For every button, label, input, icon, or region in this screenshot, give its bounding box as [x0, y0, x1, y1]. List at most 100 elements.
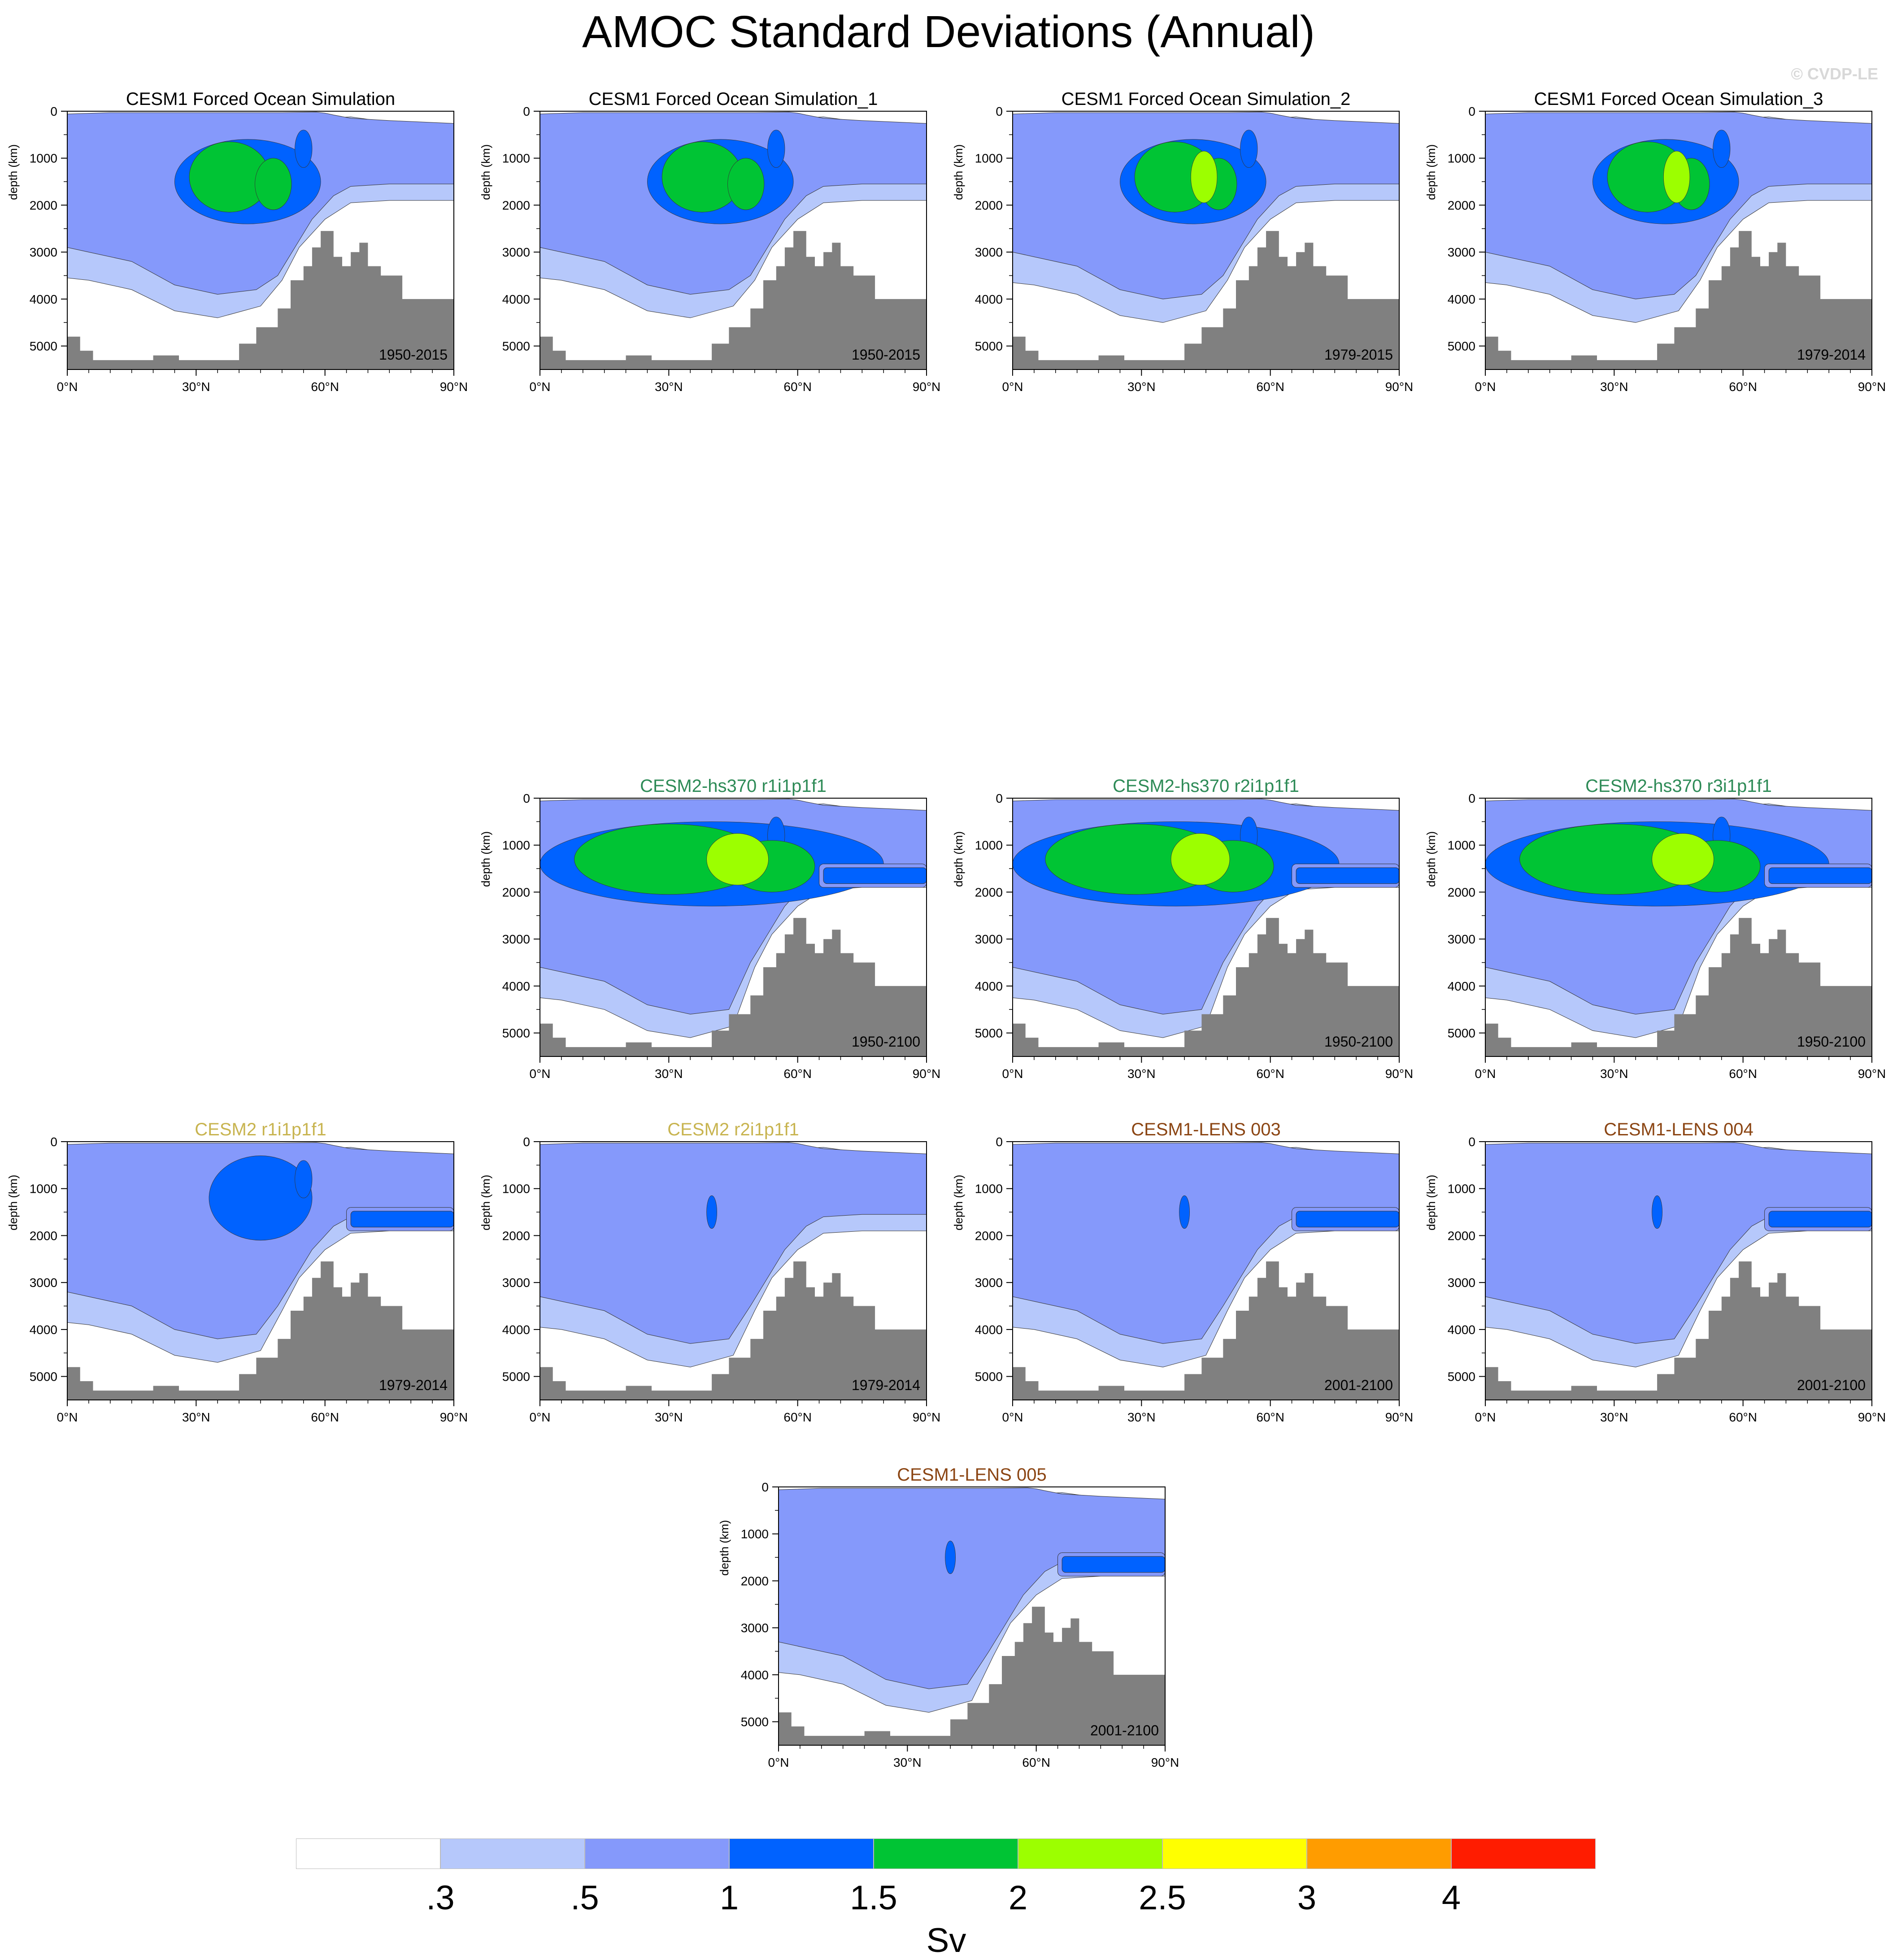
amoc-section-svg: 0 1000 2000 3000 4000 5000 0°N 30°N 60°N 90°N 1950… [502, 791, 941, 1081]
x-tick-label: 90°N [913, 380, 941, 394]
x-tick-label: 60°N [783, 1410, 812, 1424]
x-tick-label: 0°N [57, 380, 78, 394]
y-tick-label: 4000 [30, 1323, 57, 1337]
y-axis-label: depth (km) [6, 144, 20, 200]
x-tick-label: 60°N [1256, 1410, 1284, 1424]
y-axis-label: depth (km) [952, 144, 965, 200]
y-tick-label: 3000 [30, 1276, 57, 1290]
colorbar-box [1307, 1838, 1451, 1869]
y-tick-label: 0 [523, 1135, 530, 1149]
panel-title: CESM1-LENS 003 [1131, 1120, 1281, 1139]
x-tick-label: 90°N [913, 1410, 941, 1424]
amoc-section-svg: 0 1000 2000 3000 4000 5000 0°N 30°N 60°N 90°N 1950… [1448, 791, 1886, 1081]
x-tick-label: 30°N [182, 380, 210, 394]
panel-title: CESM2-hs370 r1i1p1f1 [640, 776, 827, 796]
x-tick-label: 60°N [311, 1410, 339, 1424]
section-plot: 0 1000 2000 3000 4000 5000 0°N 30°N 60°N 90°N 1950… [1448, 791, 1886, 1081]
x-tick-label: 90°N [1858, 1410, 1886, 1424]
contour-layer [1013, 1142, 1399, 1400]
y-tick-label: 3000 [1448, 1276, 1475, 1290]
panel-title: CESM2 r1i1p1f1 [195, 1120, 326, 1139]
bathymetry [540, 918, 927, 1056]
bathymetry [779, 1607, 1165, 1745]
section-plot: 0 1000 2000 3000 4000 5000 0°N 30°N 60°N 90°N 1950… [502, 104, 941, 394]
colorbar-box [1018, 1838, 1162, 1869]
contour-layer [67, 1142, 454, 1400]
colorbar-label: 1 [719, 1879, 739, 1917]
panel-cesm2-r2: CESM2 r2i1p1f1 depth (km) 0 1000 2000 3000 4… [473, 1118, 941, 1455]
colorbar-label: .3 [426, 1879, 455, 1917]
x-tick-label: 0°N [530, 1410, 551, 1424]
period-label: 1950-2015 [379, 347, 448, 363]
period-label: 1979-2014 [852, 1377, 920, 1393]
y-tick-label: 4000 [1448, 1323, 1475, 1337]
y-tick-label: 1000 [1448, 839, 1475, 852]
y-axis-label: depth (km) [1424, 1174, 1438, 1230]
amoc-section-svg: 0 1000 2000 3000 4000 5000 0°N 30°N 60°N 90°N 1950… [975, 791, 1414, 1081]
section-plot: 0 1000 2000 3000 4000 5000 0°N 30°N 60°N 90°N 1950… [502, 791, 941, 1081]
watermark: © CVDP-LE [1791, 65, 1878, 83]
y-tick-label: 1000 [30, 1182, 57, 1196]
section-plot: 0 1000 2000 3000 4000 5000 0°N 30°N 60°N 90°N 1979… [1448, 104, 1886, 394]
y-tick-label: 1000 [1448, 1182, 1475, 1196]
contour-level-2 [1190, 151, 1218, 203]
y-tick-label: 3000 [502, 245, 530, 259]
bathymetry [67, 231, 454, 369]
panel-title: CESM1 Forced Ocean Simulation_2 [1061, 89, 1351, 109]
contour-level-1 [1713, 130, 1731, 168]
period-label: 1950-2100 [1797, 1034, 1866, 1050]
y-axis-label: depth (km) [6, 1174, 20, 1230]
colorbar-box [296, 1838, 440, 1869]
y-tick-label: 3000 [975, 245, 1003, 259]
x-tick-label: 60°N [1256, 380, 1284, 394]
colorbar-box [440, 1838, 585, 1869]
x-tick-label: 0°N [530, 380, 551, 394]
y-tick-label: 5000 [502, 1026, 530, 1040]
panel-cesm1-forced-ocean: CESM1 Forced Ocean Simulation depth (km)… [0, 88, 468, 424]
y-tick-label: 1000 [30, 152, 57, 165]
contour-level-1 [1768, 1211, 1872, 1228]
x-tick-label: 30°N [1127, 1067, 1156, 1081]
contour-layer [1485, 1142, 1872, 1400]
panel-cesm2-hs370-r3: CESM2-hs370 r3i1p1f1 depth (km) 0 1000 200… [1418, 775, 1886, 1111]
contour-layer [1013, 112, 1399, 369]
y-tick-label: 3000 [502, 932, 530, 946]
contour-level-1 [1296, 867, 1399, 884]
y-tick-label: 1000 [975, 152, 1003, 165]
contour-level-1 [209, 1156, 313, 1241]
y-tick-label: 4000 [1448, 292, 1475, 306]
section-plot: 0 1000 2000 3000 4000 5000 0°N 30°N 60°N 90°N 2001… [1448, 1135, 1886, 1424]
colorbar-box [874, 1838, 1018, 1869]
y-tick-label: 3000 [975, 932, 1003, 946]
y-tick-label: 1000 [502, 1182, 530, 1196]
contour-level-2 [706, 833, 769, 886]
amoc-section-svg: 0 1000 2000 3000 4000 5000 0°N 30°N 60°N 90°N 1950… [502, 104, 941, 394]
panel-title: CESM2-hs370 r3i1p1f1 [1585, 776, 1772, 796]
contour-level-1.5 [255, 158, 292, 210]
colorbar-box [585, 1838, 729, 1869]
y-axis-label: depth (km) [952, 831, 965, 887]
amoc-section-svg: 0 1000 2000 3000 4000 5000 0°N 30°N 60°N 90°N 1979… [975, 104, 1414, 394]
period-label: 1979-2014 [379, 1377, 448, 1393]
contour-level-1 [350, 1211, 454, 1228]
contour-level-1 [1768, 867, 1872, 884]
y-tick-label: 3000 [1448, 245, 1475, 259]
y-tick-label: 2000 [502, 885, 530, 899]
x-tick-label: 90°N [1385, 380, 1414, 394]
contour-level-1 [1179, 1195, 1190, 1229]
panel-cesm1-forced-ocean-3: CESM1 Forced Ocean Simulation_3 depth (k… [1418, 88, 1886, 424]
y-tick-label: 4000 [502, 292, 530, 306]
colorbar-box [1162, 1838, 1307, 1869]
bathymetry [1485, 918, 1872, 1056]
amoc-section-svg: 0 1000 2000 3000 4000 5000 0°N 30°N 60°N 90°N 1979… [502, 1135, 941, 1424]
contour-layer [779, 1487, 1165, 1745]
x-tick-label: 90°N [1151, 1756, 1179, 1769]
section-plot: 0 1000 2000 3000 4000 5000 0°N 30°N 60°N 90°N 1979… [30, 1135, 468, 1424]
x-tick-label: 90°N [440, 380, 468, 394]
y-tick-label: 0 [996, 791, 1003, 805]
colorbar-label: 2 [1008, 1879, 1028, 1917]
y-tick-label: 0 [996, 104, 1003, 118]
x-tick-label: 60°N [783, 380, 812, 394]
contour-level-1 [1652, 1195, 1663, 1229]
x-tick-label: 30°N [655, 1410, 683, 1424]
